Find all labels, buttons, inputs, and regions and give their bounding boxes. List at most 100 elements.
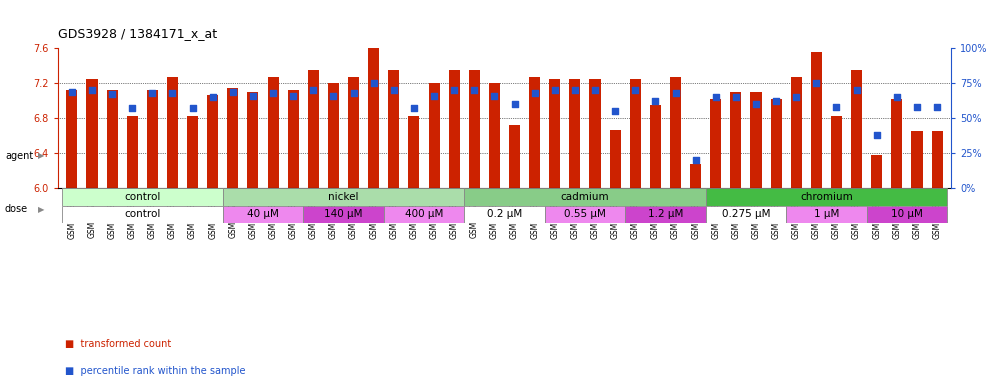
Bar [268,77,279,189]
Bar [288,90,299,189]
Point [507,101,523,107]
Text: 0.2 μM: 0.2 μM [487,209,522,219]
Bar [247,92,259,189]
Text: nickel: nickel [329,192,359,202]
Point [466,87,482,93]
Point [527,90,543,96]
Point [84,87,100,93]
Point [245,93,261,99]
Bar [62,205,223,223]
Bar [464,189,706,205]
Bar [750,92,762,189]
Bar [629,79,640,189]
Text: 1.2 μM: 1.2 μM [647,209,683,219]
Bar [529,77,540,189]
Point [385,87,401,93]
Point [929,104,945,110]
Bar [590,79,601,189]
Point [888,94,904,100]
Point [486,93,502,99]
Bar [670,77,681,189]
Text: 0.55 μM: 0.55 μM [564,209,606,219]
Text: cadmium: cadmium [561,192,610,202]
Bar [428,83,439,189]
Bar [811,52,822,189]
Point [667,90,683,96]
Point [869,132,884,138]
Bar [786,205,867,223]
Bar [383,205,464,223]
Text: 1 μM: 1 μM [814,209,839,219]
Bar [87,79,98,189]
Point [829,104,845,110]
Point [567,87,583,93]
Point [144,90,160,96]
Bar [328,83,339,189]
Point [708,94,724,100]
Point [366,80,381,86]
Text: ■  transformed count: ■ transformed count [65,339,171,349]
Point [426,93,442,99]
Point [64,88,80,94]
Bar [931,131,942,189]
Bar [570,79,581,189]
Bar [67,90,78,189]
Text: ▶: ▶ [38,205,45,214]
Text: control: control [124,192,160,202]
Text: ▶: ▶ [38,151,45,160]
Point [164,90,180,96]
Point [849,87,865,93]
Bar [867,205,947,223]
Bar [207,94,218,189]
Point [225,88,241,94]
Point [406,105,422,111]
Text: control: control [124,209,160,219]
Bar [625,205,706,223]
Bar [706,189,947,205]
Point [909,104,925,110]
Bar [223,205,303,223]
Text: GDS3928 / 1384171_x_at: GDS3928 / 1384171_x_at [58,27,217,40]
Bar [348,77,360,189]
Point [205,94,221,100]
Bar [509,125,520,189]
Point [105,91,121,98]
Point [124,105,140,111]
Point [265,90,281,96]
Bar [167,77,178,189]
Bar [489,83,500,189]
Bar [408,116,419,189]
Bar [851,70,863,189]
Bar [369,46,379,189]
Point [748,101,764,107]
Text: ■  percentile rank within the sample: ■ percentile rank within the sample [65,366,245,376]
Point [326,93,342,99]
Bar [690,164,701,189]
Point [627,87,643,93]
Bar [308,70,319,189]
Bar [791,77,802,189]
Bar [223,189,464,205]
Bar [62,189,223,205]
Point [184,105,200,111]
Point [728,94,744,100]
Bar [545,205,625,223]
Bar [187,116,198,189]
Bar [227,88,238,189]
Bar [730,92,741,189]
Bar [448,70,460,189]
Bar [771,99,782,189]
Point [687,157,703,164]
Bar [469,70,480,189]
Text: 10 μM: 10 μM [891,209,923,219]
Point [285,93,301,99]
Point [647,98,663,104]
Text: 0.275 μM: 0.275 μM [722,209,770,219]
Point [587,87,603,93]
Bar [891,99,902,189]
Bar [706,205,786,223]
Point [446,87,462,93]
Bar [303,205,383,223]
Point [809,80,825,86]
Bar [710,99,721,189]
